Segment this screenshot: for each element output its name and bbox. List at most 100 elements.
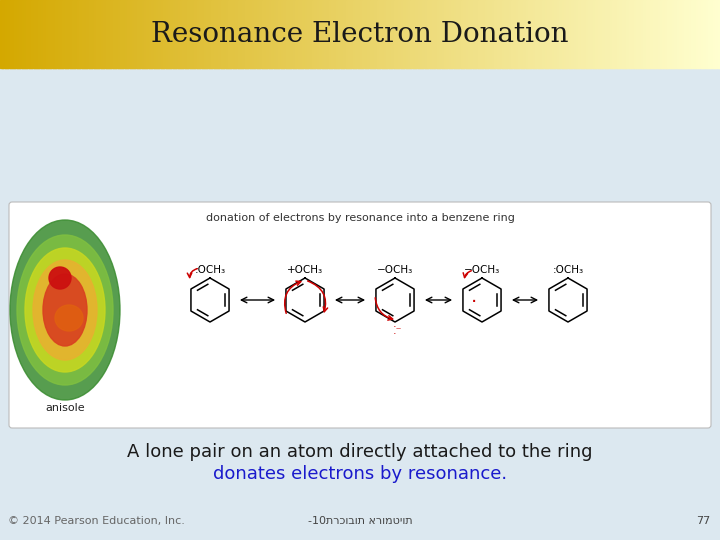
Bar (137, 0, 140, 68)
Bar (454, 0, 457, 68)
Bar (554, 0, 558, 68)
Ellipse shape (55, 305, 83, 331)
Bar (389, 0, 392, 68)
Bar (336, 0, 339, 68)
Bar (351, 0, 354, 68)
Bar (225, 0, 229, 68)
Bar (0, 0, 4, 68)
Bar (302, 0, 306, 68)
Bar (333, 0, 337, 68)
Bar (283, 0, 287, 68)
Bar (403, 0, 407, 68)
Bar (293, 0, 296, 68)
Text: 77: 77 (696, 516, 710, 526)
Bar (197, 0, 200, 68)
Bar (394, 0, 397, 68)
Bar (178, 0, 181, 68)
Bar (646, 0, 649, 68)
Bar (142, 0, 145, 68)
Bar (163, 0, 166, 68)
Bar (643, 0, 647, 68)
Bar (74, 0, 78, 68)
Bar (557, 0, 560, 68)
Bar (81, 0, 85, 68)
Bar (286, 0, 289, 68)
Bar (77, 0, 80, 68)
Bar (173, 0, 176, 68)
Ellipse shape (17, 235, 113, 385)
Bar (670, 0, 673, 68)
Bar (91, 0, 94, 68)
Bar (89, 0, 92, 68)
Bar (346, 0, 349, 68)
Bar (468, 0, 472, 68)
Bar (499, 0, 503, 68)
Bar (475, 0, 479, 68)
Text: anisole: anisole (45, 403, 85, 413)
Bar (79, 0, 83, 68)
Bar (641, 0, 644, 68)
Bar (490, 0, 493, 68)
Bar (461, 0, 464, 68)
Bar (228, 0, 231, 68)
Bar (427, 0, 431, 68)
Bar (22, 0, 25, 68)
Bar (99, 0, 102, 68)
Bar (106, 0, 109, 68)
Bar (117, 0, 121, 68)
Bar (274, 0, 277, 68)
Text: −OCH₃: −OCH₃ (464, 265, 500, 275)
Bar (252, 0, 256, 68)
Bar (675, 0, 678, 68)
Bar (639, 0, 642, 68)
Bar (408, 0, 411, 68)
Bar (290, 0, 294, 68)
Bar (182, 0, 186, 68)
Bar (108, 0, 112, 68)
Bar (583, 0, 587, 68)
Bar (58, 0, 61, 68)
Bar (696, 0, 699, 68)
Bar (456, 0, 459, 68)
Bar (631, 0, 634, 68)
Bar (149, 0, 152, 68)
Bar (194, 0, 198, 68)
Bar (398, 0, 402, 68)
Bar (662, 0, 666, 68)
Text: +OCH₃: +OCH₃ (287, 265, 323, 275)
Bar (612, 0, 616, 68)
Bar (459, 0, 462, 68)
Bar (247, 0, 251, 68)
Bar (626, 0, 630, 68)
Bar (122, 0, 126, 68)
Bar (598, 0, 601, 68)
Bar (655, 0, 659, 68)
Bar (50, 0, 54, 68)
Text: donates electrons by resonance.: donates electrons by resonance. (213, 465, 507, 483)
Bar (603, 0, 606, 68)
Bar (595, 0, 598, 68)
Bar (473, 0, 476, 68)
Bar (672, 0, 675, 68)
Bar (238, 0, 241, 68)
Bar (607, 0, 611, 68)
Bar (60, 0, 63, 68)
Bar (218, 0, 222, 68)
Bar (418, 0, 421, 68)
Bar (492, 0, 495, 68)
Bar (384, 0, 387, 68)
Bar (259, 0, 263, 68)
Bar (185, 0, 188, 68)
Bar (43, 0, 47, 68)
Bar (45, 0, 49, 68)
Bar (14, 0, 18, 68)
Bar (432, 0, 436, 68)
Bar (547, 0, 551, 68)
Ellipse shape (10, 220, 120, 400)
Ellipse shape (49, 267, 71, 289)
Bar (410, 0, 414, 68)
Bar (295, 0, 299, 68)
Bar (600, 0, 603, 68)
Bar (470, 0, 474, 68)
Text: © 2014 Pearson Education, Inc.: © 2014 Pearson Education, Inc. (8, 516, 185, 526)
